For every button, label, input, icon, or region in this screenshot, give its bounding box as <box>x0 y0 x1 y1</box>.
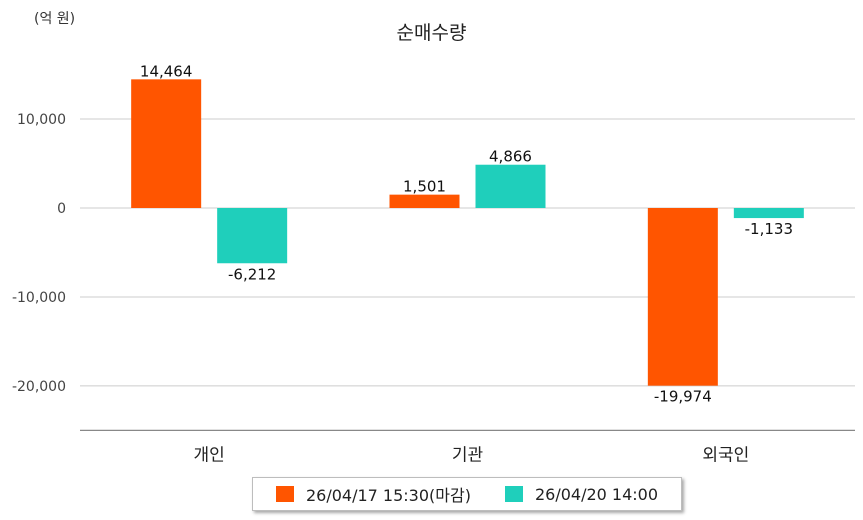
legend-item-series-2[interactable]: 26/04/20 14:00 <box>504 484 659 504</box>
legend-label-series-1: 26/04/17 15:30(마감) <box>305 486 471 505</box>
legend-swatch-series-2 <box>504 486 523 502</box>
data-label: 4,866 <box>489 148 532 166</box>
unit-label: (억 원) <box>34 11 76 27</box>
legend: 26/04/17 15:30(마감) 26/04/20 14:00 <box>252 477 682 511</box>
bar <box>131 79 202 209</box>
legend-item-series-1[interactable]: 26/04/17 15:30(마감) <box>275 482 471 506</box>
bar <box>733 208 804 219</box>
y-tick-label: 0 <box>57 201 66 217</box>
y-tick-label: 10,000 <box>17 112 66 128</box>
data-label: -1,133 <box>745 220 793 238</box>
data-label: 1,501 <box>403 178 446 196</box>
x-category-label: 기관 <box>452 445 483 465</box>
x-category-label: 외국인 <box>702 445 749 465</box>
data-label: -6,212 <box>228 265 276 283</box>
chart-title: 순매수량 <box>396 22 467 44</box>
x-category-label: 개인 <box>194 445 225 465</box>
data-label: -19,974 <box>654 388 712 406</box>
bar <box>389 194 460 208</box>
data-label: 14,464 <box>140 62 193 80</box>
legend-label-series-2: 26/04/20 14:00 <box>534 484 659 504</box>
bar <box>475 164 546 208</box>
bar-chart: 10,000 0 -10,000 -20,000 개인 14,464 -6,212 기관 1,5… <box>12 62 855 465</box>
y-tick-label: -10,000 <box>12 290 66 306</box>
y-tick-label: -20,000 <box>12 379 66 395</box>
bar <box>217 208 288 264</box>
legend-swatch-series-1 <box>275 486 294 502</box>
bar <box>647 208 718 386</box>
